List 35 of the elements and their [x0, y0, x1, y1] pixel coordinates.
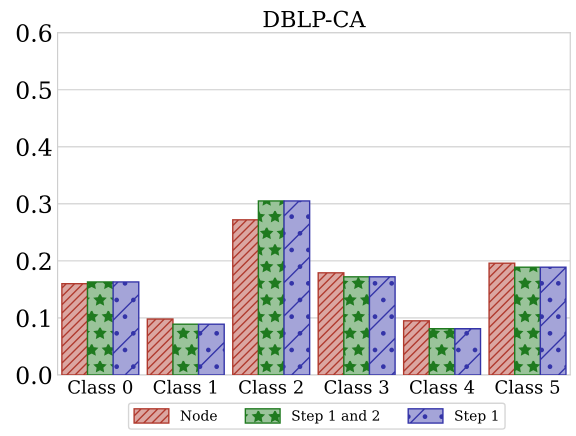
y-tick-label: 0.3	[16, 195, 51, 214]
bar	[317, 272, 345, 375]
y-tick-label: 0.0	[16, 366, 52, 384]
legend-label: Step 1	[455, 410, 498, 424]
bar	[488, 262, 516, 375]
x-tick-label: Class 4	[410, 380, 474, 394]
bar	[454, 328, 482, 375]
x-tick-label: Class 0	[68, 380, 132, 394]
x-tick-label: Class 1	[154, 380, 216, 394]
bar	[402, 320, 430, 375]
x-tick-label: Class 5	[495, 380, 560, 394]
y-tick-label: 0.2	[16, 252, 50, 270]
bar	[172, 323, 200, 375]
bar	[258, 200, 285, 375]
y-tick-label: 0.5	[16, 81, 51, 100]
bar	[198, 323, 225, 375]
x-tick-label: Class 2	[239, 380, 302, 394]
y-tick-label: 0.6	[16, 24, 52, 42]
bar	[368, 276, 396, 375]
y-tick-label: 0.4	[16, 138, 52, 156]
bar	[146, 318, 174, 375]
bar	[61, 282, 88, 375]
bar	[428, 328, 456, 375]
bar	[283, 200, 310, 375]
x-tick-label: Class 3	[324, 380, 388, 394]
bar	[112, 281, 140, 375]
bar	[343, 276, 370, 375]
chart-title: DBLP-CA	[264, 10, 366, 28]
legend-label: Step 1 and 2	[292, 410, 380, 424]
y-tick-label: 0.1	[16, 309, 50, 328]
bar	[232, 219, 260, 375]
legend-label: Node	[180, 410, 217, 421]
bar	[540, 266, 567, 375]
bar	[514, 266, 542, 375]
bar	[86, 281, 114, 375]
